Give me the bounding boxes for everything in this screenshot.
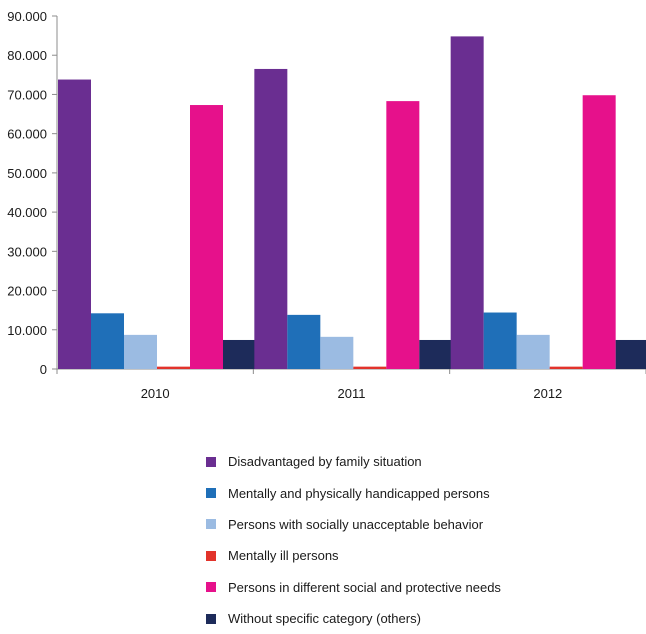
bar bbox=[419, 339, 453, 369]
legend-label: Persons in different social and protecti… bbox=[228, 579, 501, 595]
legend-swatch bbox=[206, 519, 216, 530]
bar bbox=[582, 95, 616, 370]
y-tick-label: 60.000 bbox=[7, 127, 47, 142]
bar bbox=[450, 36, 484, 369]
legend-swatch bbox=[206, 613, 216, 624]
bar bbox=[386, 101, 420, 370]
y-tick-label: 20.000 bbox=[7, 284, 47, 299]
legend-item: Without specific category (others) bbox=[206, 603, 501, 634]
y-tick-label: 10.000 bbox=[7, 323, 47, 338]
bar bbox=[157, 366, 190, 369]
legend-label: Disadvantaged by family situation bbox=[228, 454, 422, 470]
legend: Disadvantaged by family situation Mentall… bbox=[206, 446, 501, 634]
y-tick-label: 0 bbox=[40, 362, 47, 377]
bar bbox=[124, 334, 157, 369]
y-axis: 0 10.000 20.000 30.000 40.000 50.000 60.000 70.… bbox=[7, 9, 58, 377]
legend-item: Persons in different social and protecti… bbox=[206, 572, 501, 603]
x-axis: 2010 2011 2012 bbox=[56, 368, 646, 401]
legend-label: Without specific category (others) bbox=[228, 611, 421, 627]
y-tick-label: 30.000 bbox=[7, 244, 47, 259]
bar bbox=[615, 339, 646, 369]
bar bbox=[91, 313, 124, 369]
bar-chart: 0 10.000 20.000 30.000 40.000 50.000 60.000 70.… bbox=[7, 9, 646, 401]
x-tick-label: 2011 bbox=[338, 386, 366, 401]
bars bbox=[58, 36, 646, 370]
bar bbox=[190, 105, 223, 369]
bar bbox=[483, 312, 517, 369]
bar bbox=[287, 314, 321, 369]
legend-swatch bbox=[206, 488, 216, 499]
bar bbox=[223, 339, 256, 369]
legend-item: Mentally and physically handicapped pers… bbox=[206, 477, 501, 508]
legend-item: Disadvantaged by family situation bbox=[206, 446, 501, 477]
legend-label: Mentally ill persons bbox=[228, 548, 339, 564]
bar bbox=[320, 336, 354, 369]
legend-label: Mentally and physically handicapped pers… bbox=[228, 485, 490, 501]
y-tick-label: 50.000 bbox=[7, 166, 47, 181]
x-tick-label: 2012 bbox=[533, 386, 562, 401]
y-tick-label: 90.000 bbox=[7, 9, 47, 24]
y-tick-label: 80.000 bbox=[7, 48, 47, 63]
bar bbox=[516, 334, 550, 369]
legend-swatch bbox=[206, 550, 216, 561]
legend-item: Mentally ill persons bbox=[206, 540, 501, 571]
legend-swatch bbox=[206, 456, 216, 467]
legend-swatch bbox=[206, 582, 216, 593]
legend-label: Persons with socially unacceptable behav… bbox=[228, 516, 484, 532]
x-tick-label: 2010 bbox=[141, 386, 170, 401]
y-tick-label: 40.000 bbox=[7, 205, 47, 220]
y-tick-label: 70.000 bbox=[7, 87, 47, 102]
bar bbox=[254, 68, 288, 369]
bar bbox=[549, 366, 583, 369]
bar bbox=[58, 79, 91, 369]
bar bbox=[353, 366, 387, 369]
legend-item: Persons with socially unacceptable behav… bbox=[206, 509, 501, 540]
